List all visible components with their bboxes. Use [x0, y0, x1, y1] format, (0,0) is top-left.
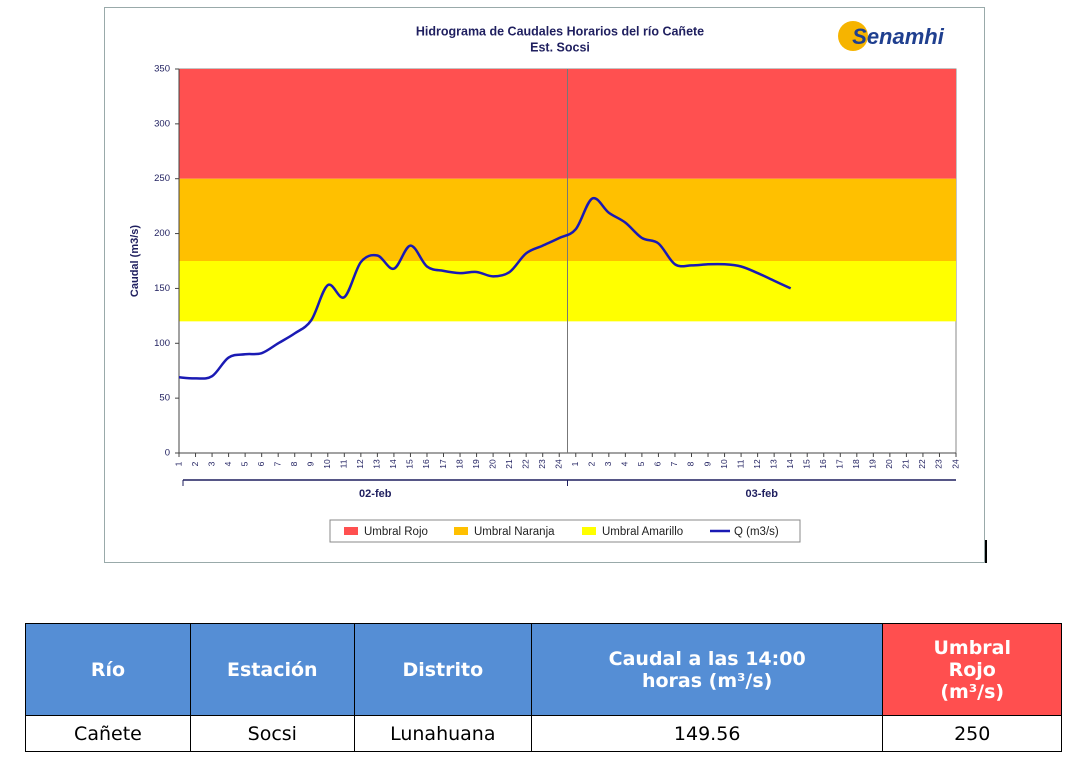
header-cell: Umbral Rojo (m³/s): [882, 623, 1062, 716]
y-tick-label: 200: [154, 228, 170, 239]
header-cell: Distrito: [353, 623, 532, 716]
x-tick-label: 6: [256, 461, 266, 466]
data-row: Cañete Socsi Lunahuana 149.56 250: [25, 715, 1062, 752]
x-tick-label: 7: [669, 461, 679, 466]
x-tick-label: 17: [438, 459, 448, 469]
group-label: 02-feb: [359, 488, 392, 500]
x-tick-label: 21: [901, 459, 911, 469]
x-tick-label: 17: [835, 459, 845, 469]
y-tick-label: 250: [154, 173, 170, 184]
x-tick-label: 4: [620, 461, 630, 466]
header-cell: Río: [25, 623, 191, 716]
y-tick-label: 0: [165, 448, 170, 459]
x-tick-label: 7: [272, 461, 282, 466]
legend-box: [329, 519, 801, 543]
x-tick-label: 18: [851, 459, 861, 469]
x-tick-label: 24: [553, 459, 563, 469]
x-tick-label: 22: [520, 459, 530, 469]
x-tick-label: 10: [719, 459, 729, 469]
cell: Socsi: [189, 715, 355, 752]
x-tick-label: 13: [372, 459, 382, 469]
x-tick-label: 23: [934, 459, 944, 469]
y-tick-label: 350: [154, 64, 170, 75]
cell: 250: [882, 715, 1062, 752]
chart-title: Hidrograma de Caudales Horarios del río …: [416, 24, 704, 38]
x-tick-label: 8: [289, 461, 299, 466]
series-line: [178, 196, 792, 380]
x-tick-label: 15: [405, 459, 415, 469]
x-tick-label: 21: [504, 459, 514, 469]
legend-swatch: [344, 527, 358, 535]
logo-text: Senamhi: [852, 24, 945, 49]
legend-swatch: [582, 527, 596, 535]
cell: Cañete: [25, 715, 191, 752]
x-tick-label: 4: [223, 461, 233, 466]
x-tick-label: 5: [636, 461, 646, 466]
x-tick-label: 16: [421, 459, 431, 469]
x-tick-label: 18: [454, 459, 464, 469]
cell: 149.56: [530, 715, 884, 752]
y-tick-label: 150: [154, 283, 170, 294]
y-axis-label: Caudal (m3/s): [129, 225, 141, 297]
logo-sun: [838, 21, 868, 51]
x-tick-label: 12: [752, 459, 762, 469]
x-tick-label: 13: [768, 459, 778, 469]
legend-swatch: [454, 527, 468, 535]
x-tick-label: 16: [818, 459, 828, 469]
x-tick-label: 1: [173, 461, 183, 466]
legend-label: Umbral Naranja: [474, 526, 555, 538]
x-tick-label: 12: [355, 459, 365, 469]
header-row: Río Estación Distrito Caudal a las 14:00…: [25, 623, 1062, 716]
y-tick-label: 300: [154, 118, 170, 129]
header-cell: Estación: [189, 623, 355, 716]
x-tick-label: 15: [801, 459, 811, 469]
x-tick-label: 14: [388, 459, 398, 469]
y-tick-label: 50: [159, 393, 170, 404]
x-tick-label: 5: [239, 461, 249, 466]
legend: Umbral Rojo Umbral Naranja Umbral Amarillo…: [329, 519, 801, 543]
legend-label: Umbral Amarillo: [602, 526, 683, 538]
x-tick-label: 3: [206, 461, 216, 466]
x-tick-label: 14: [785, 459, 795, 469]
x-tick-label: 19: [868, 459, 878, 469]
chart-subtitle: Est. Socsi: [530, 40, 590, 54]
x-tick-label: 2: [587, 461, 597, 466]
y-tick-label: 100: [154, 338, 170, 349]
legend-label: Q (m3/s): [734, 526, 779, 538]
x-tick-label: 6: [653, 461, 663, 466]
x-tick-label: 20: [487, 459, 497, 469]
x-tick-label: 9: [702, 461, 712, 466]
x-tick-label: 3: [603, 461, 613, 466]
x-tick-label: 19: [471, 459, 481, 469]
x-tick-label: 8: [686, 461, 696, 466]
x-tick-label: 24: [950, 459, 960, 469]
header-cell: Caudal a las 14:00 horas (m³/s): [530, 623, 884, 716]
x-tick-label: 1: [570, 461, 580, 466]
cell: Lunahuana: [353, 715, 532, 752]
group-label: 03-feb: [746, 488, 779, 500]
logo: Senamhi: [838, 21, 945, 51]
x-tick-label: 20: [884, 459, 894, 469]
x-tick-label: 23: [537, 459, 547, 469]
x-tick-label: 10: [322, 459, 332, 469]
x-tick-label: 11: [735, 459, 745, 468]
x-tick-label: 11: [339, 459, 349, 468]
legend-label: Umbral Rojo: [364, 526, 428, 538]
x-tick-label: 9: [306, 461, 316, 466]
summary-table: Río Estación Distrito Caudal a las 14:00…: [25, 623, 1062, 752]
x-tick-label: 2: [190, 461, 200, 466]
x-tick-label: 22: [917, 459, 927, 469]
